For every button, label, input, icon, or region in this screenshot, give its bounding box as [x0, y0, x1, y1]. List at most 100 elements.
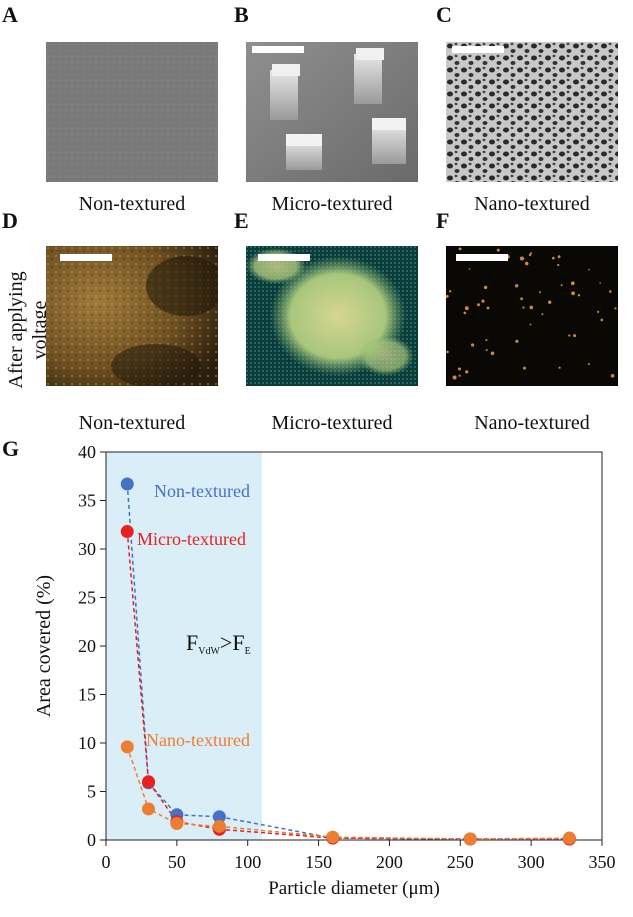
particle-dot [519, 256, 524, 261]
particle-dot [609, 290, 612, 293]
particle-dot [463, 311, 467, 315]
after-voltage-label: After applying voltage [5, 271, 51, 389]
particle-dot [529, 252, 533, 255]
data-point [120, 477, 134, 491]
particle-dot [587, 363, 590, 366]
scale-bar [252, 46, 304, 53]
particle-dot [490, 351, 495, 356]
particle-dot [568, 334, 571, 337]
caption-e: Micro-textured [271, 412, 393, 434]
y-axis-label: Area covered (%) [33, 575, 55, 717]
series-label-micro-textured: Micro-textured [137, 529, 246, 549]
x-tick-label: 100 [234, 852, 261, 872]
optical-image-non-textured [46, 246, 218, 386]
shaded-region [106, 452, 262, 840]
optical-image-micro-textured [246, 246, 418, 386]
x-tick-label: 200 [376, 852, 403, 872]
particle-dot [458, 367, 461, 371]
data-point [142, 775, 156, 789]
particle-dot [458, 247, 462, 251]
caption-a: Non-textured [78, 193, 186, 215]
panel-letter-e: E [234, 208, 249, 233]
particle-dot [552, 256, 555, 260]
y-tick-label: 30 [78, 539, 96, 559]
particle-dot [486, 306, 490, 310]
data-point [120, 525, 134, 539]
area-covered-chart: 0 5 10 15 20 25 30 35 40 0 50 100 150 200 250 300 350 Pa… [33, 442, 616, 899]
y-tick-label: 40 [78, 442, 96, 462]
scale-bar [452, 46, 504, 53]
particle-dot [573, 334, 577, 338]
particle-dot [481, 299, 485, 303]
particle-dot [571, 291, 575, 296]
particle-dot [515, 284, 519, 288]
x-tick-label: 250 [447, 852, 474, 872]
scale-bar [258, 254, 310, 261]
x-tick-label: 300 [518, 852, 545, 872]
particle-dot [557, 263, 560, 267]
y-tick-label: 15 [78, 685, 96, 705]
caption-d: Non-textured [78, 412, 186, 434]
particle-dot [524, 261, 529, 266]
particle-dot [483, 285, 488, 290]
particle-dot [614, 307, 617, 310]
y-tick-label: 0 [87, 830, 96, 850]
particle-dot [446, 350, 449, 354]
force-annotation: FVdW>FE [186, 630, 251, 657]
data-point [170, 817, 184, 831]
particle-dot [588, 268, 590, 271]
particle-dot [560, 284, 563, 287]
data-point [212, 810, 226, 824]
y-tick-label: 20 [78, 636, 96, 656]
particle-dot [468, 268, 471, 270]
particle-dot [528, 253, 532, 257]
y-tick-label: 25 [78, 588, 96, 608]
data-point [562, 831, 576, 845]
particle-dot [570, 281, 575, 286]
particle-dot [541, 313, 544, 316]
series-label-non-textured: Non-textured [154, 481, 250, 501]
panel-letter-a: A [2, 2, 18, 27]
particle-dot [577, 294, 581, 297]
particle-dot [600, 318, 604, 322]
optical-image-nano-textured [446, 246, 618, 386]
data-point [212, 819, 226, 833]
particle-dot [523, 366, 526, 370]
particle-dot [515, 339, 519, 343]
panel-letter-b: B [234, 2, 249, 27]
particle-dot [599, 282, 601, 284]
sem-image-nano-textured [446, 42, 618, 182]
particle-dot [610, 374, 615, 378]
particle-dot [465, 370, 469, 374]
caption-f: Nano-textured [474, 412, 590, 434]
y-tick-label: 10 [78, 733, 96, 753]
particle-dot [477, 303, 480, 307]
y-tick-label: 5 [87, 782, 96, 802]
particle-dot [485, 339, 488, 342]
data-point [326, 830, 340, 844]
data-point [142, 802, 156, 816]
panel-letter-g: G [2, 436, 20, 461]
particle-dot [522, 306, 525, 309]
particle-dot [539, 291, 542, 294]
particle-dot [452, 375, 457, 380]
y-tick-label: 35 [78, 491, 96, 511]
caption-c: Nano-textured [474, 193, 590, 215]
particle-dot [471, 343, 475, 347]
particle-dot [558, 366, 561, 369]
sem-image-non-textured [46, 42, 218, 182]
x-tick-label: 50 [168, 852, 186, 872]
particle-dot [548, 300, 552, 304]
panel-letter-c: C [436, 2, 452, 27]
particle-dot [446, 294, 449, 298]
panel-letter-f: F [436, 208, 450, 233]
x-tick-label: 150 [305, 852, 332, 872]
particle-dot [529, 305, 534, 310]
series-label-nano-textured: Nano-textured [146, 730, 250, 750]
caption-b: Micro-textured [271, 193, 393, 215]
scale-bar [60, 254, 112, 261]
particle-dot [464, 306, 469, 311]
x-tick-label: 350 [589, 852, 616, 872]
sem-image-micro-textured [246, 42, 418, 182]
particle-dot [557, 255, 561, 259]
